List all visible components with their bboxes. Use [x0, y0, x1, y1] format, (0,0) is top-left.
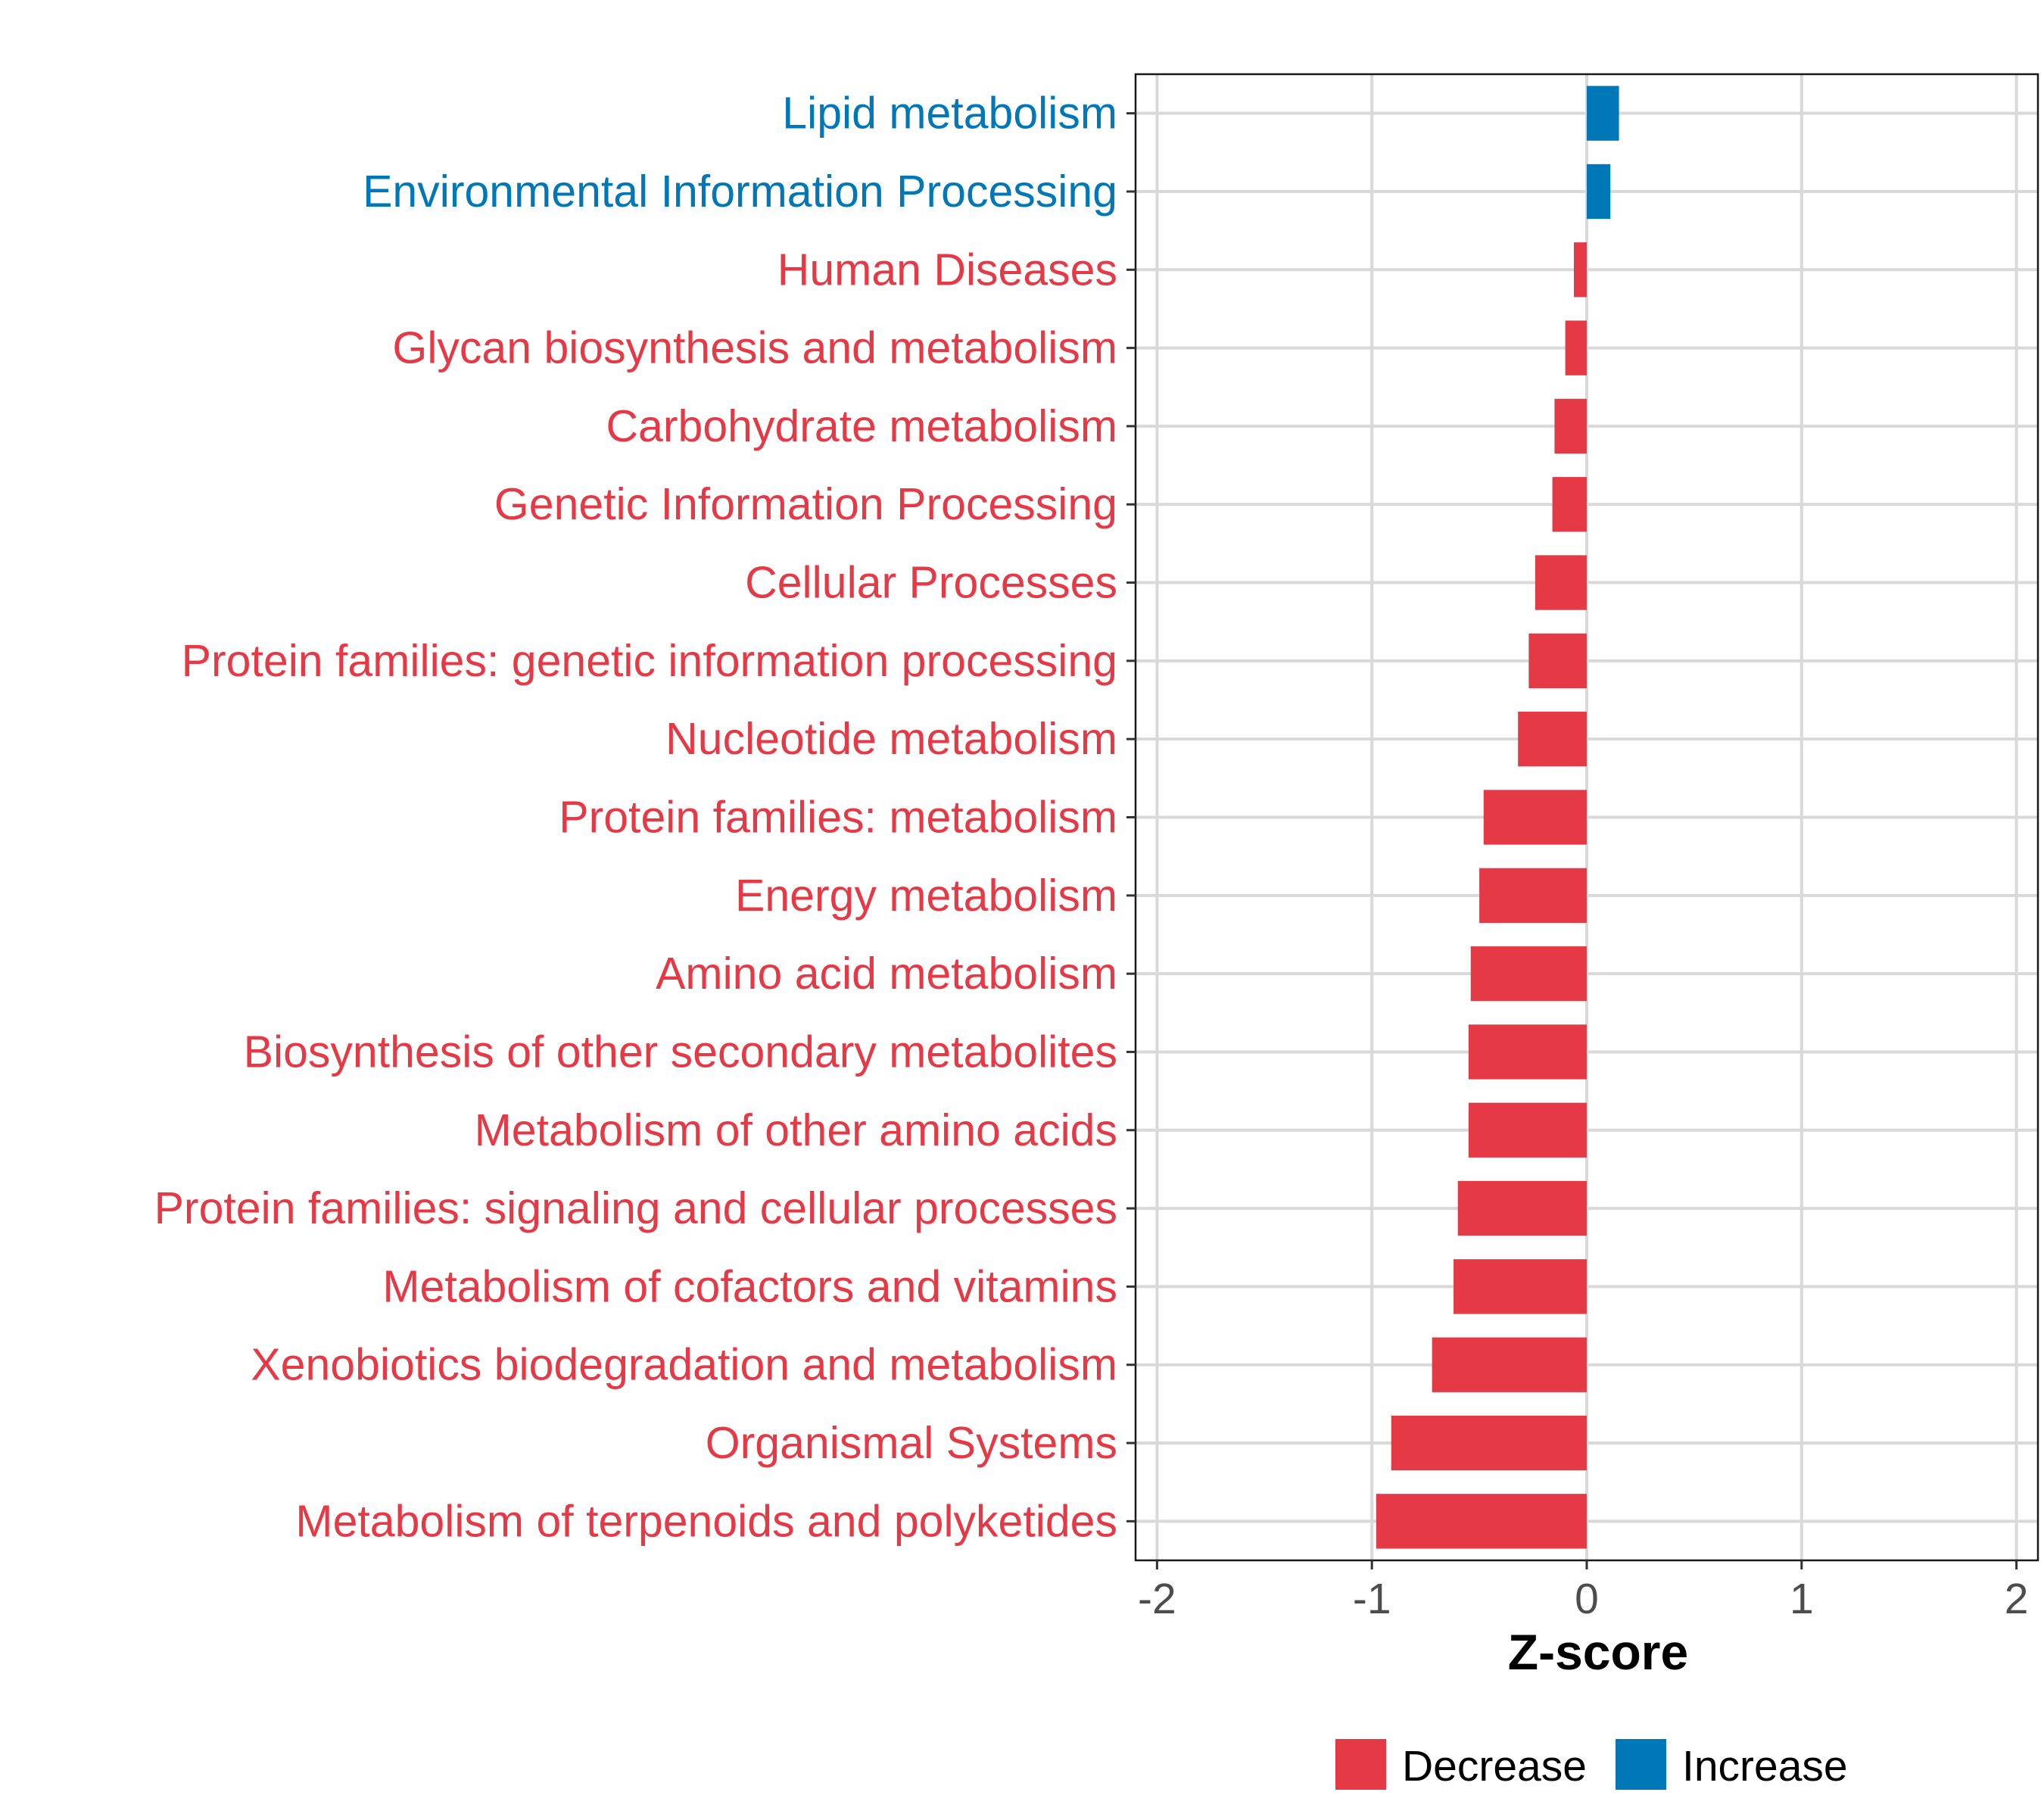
x-tick-label: 2 — [2005, 1575, 2029, 1623]
bar — [1454, 1259, 1587, 1314]
bar — [1483, 790, 1587, 845]
bar — [1554, 398, 1587, 454]
category-label: Amino acid metabolism — [656, 949, 1117, 999]
category-label: Glycan biosynthesis and metabolism — [392, 323, 1117, 373]
x-tick-label: -1 — [1353, 1575, 1391, 1623]
category-label: Carbohydrate metabolism — [606, 401, 1117, 451]
bar — [1470, 946, 1587, 1002]
bar — [1552, 477, 1587, 532]
x-tick-label: -2 — [1138, 1575, 1176, 1623]
category-label: Lipid metabolism — [782, 89, 1117, 139]
legend-swatch — [1335, 1739, 1386, 1790]
category-labels: Lipid metabolism Environmental Informatio… — [154, 89, 1117, 1547]
bar — [1573, 242, 1587, 298]
x-tick-label: 0 — [1575, 1575, 1599, 1623]
category-label: Protein families: signaling and cellular… — [154, 1183, 1117, 1233]
bar — [1479, 868, 1587, 923]
category-label: Protein families: genetic information pr… — [182, 636, 1117, 686]
legend-label: Increase — [1682, 1742, 1848, 1791]
bar — [1587, 164, 1611, 220]
bar — [1528, 633, 1587, 689]
bar — [1468, 1102, 1587, 1158]
y-ticks — [1126, 112, 1136, 1522]
bar — [1468, 1024, 1587, 1080]
category-label: Energy metabolism — [735, 871, 1117, 921]
legend-label: Decrease — [1402, 1742, 1587, 1791]
legend: Decrease Increase — [1335, 1739, 1848, 1791]
category-label: Cellular Processes — [745, 558, 1117, 608]
category-label: Metabolism of terpenoids and polyketides — [295, 1496, 1117, 1546]
x-ticks: -2 -1 0 1 2 — [1138, 1560, 2028, 1623]
x-axis-title: Z-score — [1508, 1624, 1688, 1680]
category-label: Organismal Systems — [706, 1418, 1117, 1468]
bar — [1587, 86, 1619, 141]
category-label: Xenobiotics biodegradation and metabolis… — [251, 1340, 1117, 1390]
bar — [1376, 1494, 1587, 1549]
category-label: Environmental Information Processing — [363, 167, 1117, 217]
bar — [1432, 1337, 1587, 1392]
bar — [1535, 555, 1587, 610]
bar — [1391, 1415, 1587, 1471]
bar — [1457, 1180, 1587, 1236]
category-label: Metabolism of cofactors and vitamins — [382, 1261, 1117, 1311]
bars — [1376, 86, 1619, 1549]
x-tick-label: 1 — [1790, 1575, 1814, 1623]
category-label: Biosynthesis of other secondary metaboli… — [244, 1027, 1117, 1077]
category-label: Metabolism of other amino acids — [475, 1105, 1117, 1155]
bar — [1565, 320, 1587, 376]
category-label: Nucleotide metabolism — [665, 714, 1117, 764]
category-label: Genetic Information Processing — [494, 479, 1117, 529]
category-label: Protein families: metabolism — [559, 793, 1117, 843]
bar — [1518, 712, 1587, 767]
category-label: Human Diseases — [777, 245, 1117, 295]
legend-swatch — [1616, 1739, 1666, 1790]
